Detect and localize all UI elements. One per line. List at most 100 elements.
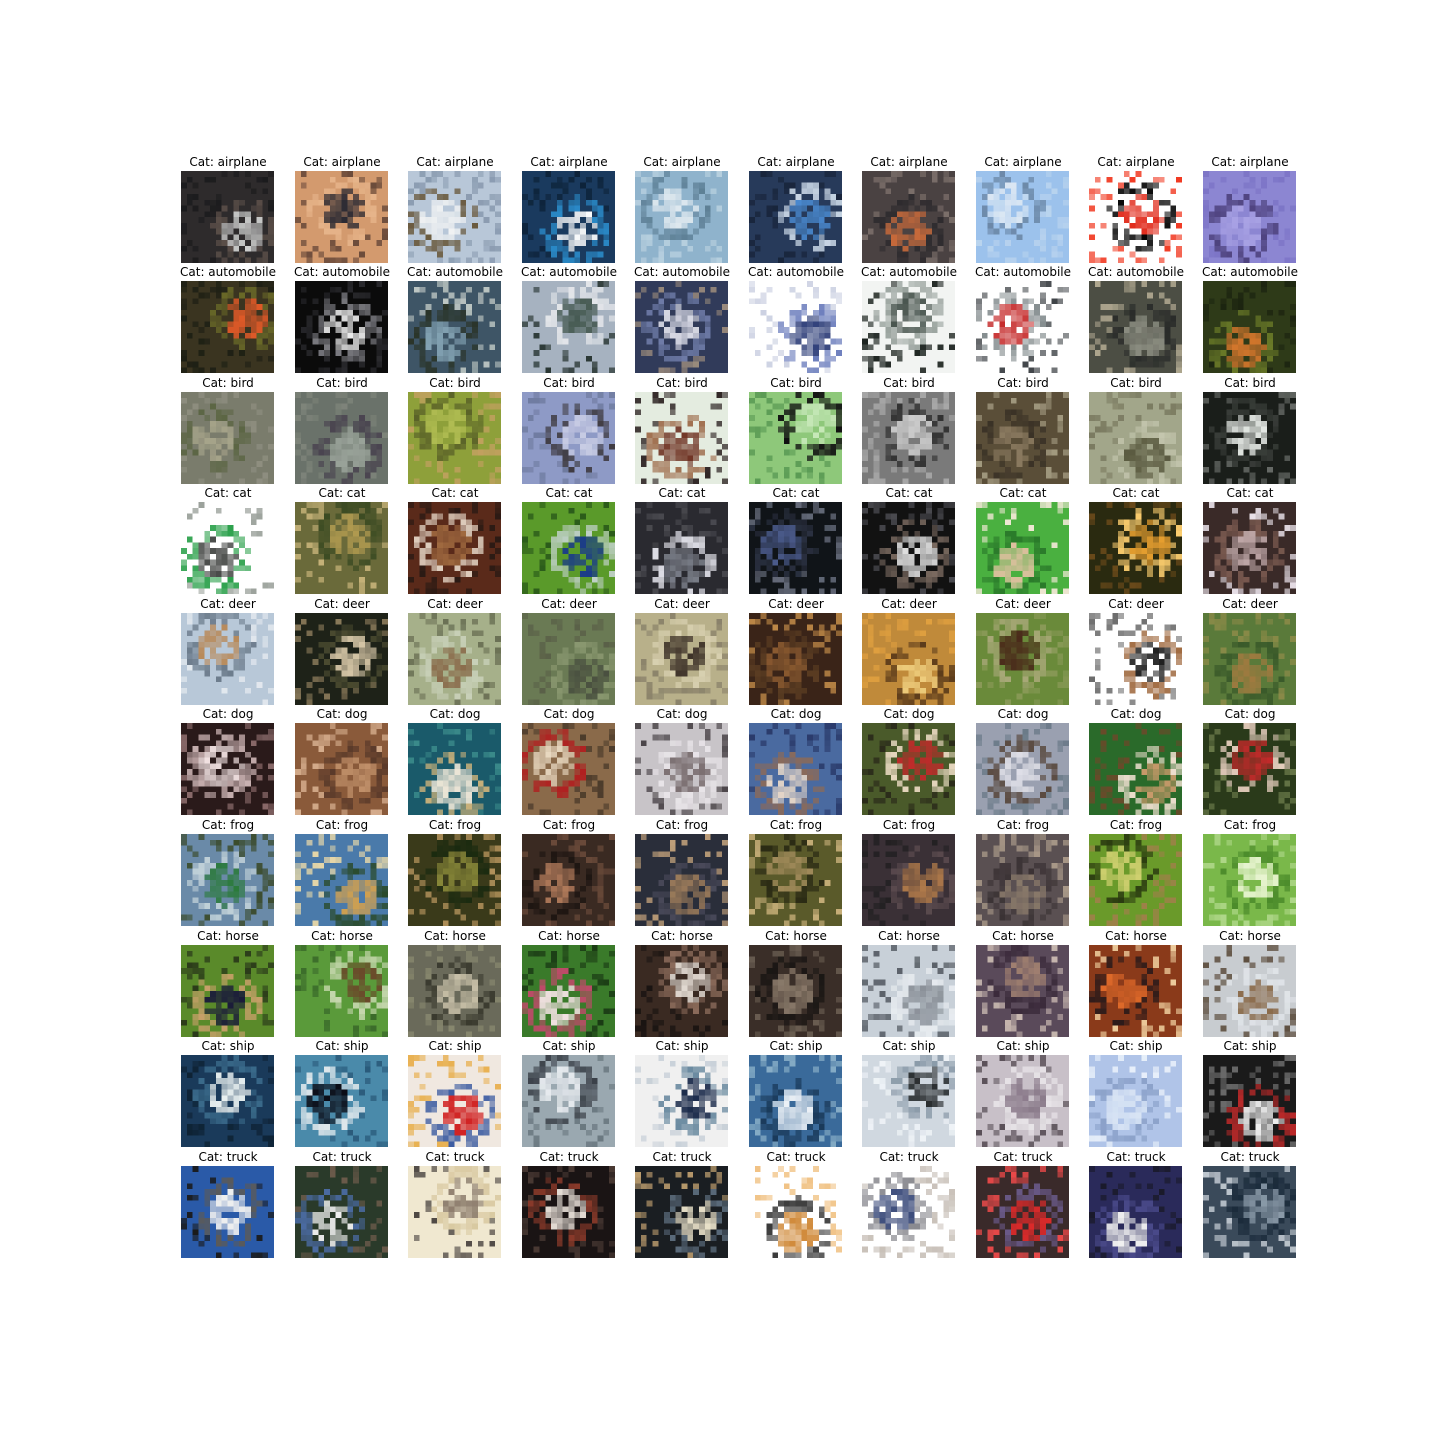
sample-label: Cat: truck <box>1106 1150 1166 1164</box>
sample-cell: Cat: airplane <box>285 155 399 265</box>
sample-cell: Cat: deer <box>512 597 626 707</box>
sample-cell: Cat: ship <box>285 1039 399 1149</box>
sample-cell: Cat: horse <box>285 929 399 1039</box>
sample-cell: Cat: horse <box>625 929 739 1039</box>
sample-image <box>749 281 842 373</box>
sample-image <box>408 1055 501 1147</box>
sample-image <box>749 945 842 1037</box>
sample-label: Cat: horse <box>197 929 259 943</box>
sample-label: Cat: truck <box>879 1150 939 1164</box>
sample-label: Cat: dog <box>1224 707 1276 721</box>
sample-label: Cat: ship <box>428 1039 482 1053</box>
sample-cell: Cat: horse <box>739 929 853 1039</box>
sample-label: Cat: deer <box>881 597 937 611</box>
sample-label: Cat: deer <box>654 597 710 611</box>
sample-cell: Cat: deer <box>966 597 1080 707</box>
sample-label: Cat: horse <box>878 929 940 943</box>
sample-image <box>522 392 615 484</box>
sample-image <box>976 392 1069 484</box>
sample-image <box>1203 392 1296 484</box>
sample-label: Cat: bird <box>1224 376 1276 390</box>
sample-image <box>1203 945 1296 1037</box>
sample-image <box>862 945 955 1037</box>
sample-image <box>862 171 955 263</box>
sample-cell: Cat: airplane <box>171 155 285 265</box>
sample-label: Cat: cat <box>1112 486 1160 500</box>
sample-image <box>408 171 501 263</box>
sample-image <box>408 392 501 484</box>
sample-image <box>522 723 615 815</box>
sample-image <box>635 281 728 373</box>
sample-cell: Cat: frog <box>1193 818 1307 928</box>
sample-cell: Cat: deer <box>285 597 399 707</box>
sample-label: Cat: automobile <box>1202 265 1298 279</box>
sample-image <box>862 502 955 594</box>
sample-cell: Cat: truck <box>512 1150 626 1260</box>
sample-label: Cat: frog <box>655 818 709 832</box>
sample-label: Cat: automobile <box>634 265 730 279</box>
sample-label: Cat: cat <box>431 486 479 500</box>
sample-cell: Cat: horse <box>398 929 512 1039</box>
sample-image <box>635 171 728 263</box>
sample-cell: Cat: cat <box>1193 486 1307 596</box>
sample-image <box>862 723 955 815</box>
sample-label: Cat: cat <box>318 486 366 500</box>
sample-label: Cat: bird <box>429 376 481 390</box>
sample-cell: Cat: airplane <box>739 155 853 265</box>
sample-label: Cat: airplane <box>984 155 1062 169</box>
sample-cell: Cat: automobile <box>1079 265 1193 375</box>
sample-cell: Cat: truck <box>852 1150 966 1260</box>
sample-image <box>635 1166 728 1258</box>
sample-label: Cat: deer <box>1108 597 1164 611</box>
sample-image <box>635 392 728 484</box>
sample-label: Cat: dog <box>429 707 481 721</box>
sample-cell: Cat: cat <box>171 486 285 596</box>
sample-cell: Cat: truck <box>625 1150 739 1260</box>
sample-label: Cat: airplane <box>416 155 494 169</box>
sample-cell: Cat: dog <box>512 707 626 817</box>
sample-cell: Cat: dog <box>171 707 285 817</box>
sample-cell: Cat: truck <box>171 1150 285 1260</box>
sample-image <box>1203 723 1296 815</box>
sample-cell: Cat: bird <box>966 376 1080 486</box>
sample-label: Cat: frog <box>201 818 255 832</box>
sample-image <box>976 171 1069 263</box>
sample-image <box>522 281 615 373</box>
sample-image <box>749 502 842 594</box>
sample-cell: Cat: airplane <box>852 155 966 265</box>
sample-image <box>862 834 955 926</box>
sample-label: Cat: horse <box>651 929 713 943</box>
sample-image <box>749 392 842 484</box>
sample-label: Cat: horse <box>538 929 600 943</box>
sample-image <box>1089 281 1182 373</box>
sample-image <box>749 1166 842 1258</box>
sample-cell: Cat: deer <box>739 597 853 707</box>
sample-label: Cat: truck <box>539 1150 599 1164</box>
sample-image <box>635 723 728 815</box>
sample-cell: Cat: dog <box>398 707 512 817</box>
sample-label: Cat: ship <box>315 1039 369 1053</box>
sample-cell: Cat: bird <box>1079 376 1193 486</box>
sample-cell: Cat: ship <box>398 1039 512 1149</box>
sample-image <box>408 723 501 815</box>
sample-image <box>181 1055 274 1147</box>
sample-image <box>976 945 1069 1037</box>
sample-label: Cat: deer <box>200 597 256 611</box>
sample-label: Cat: bird <box>770 376 822 390</box>
sample-label: Cat: deer <box>995 597 1051 611</box>
sample-cell: Cat: automobile <box>739 265 853 375</box>
sample-image <box>522 613 615 705</box>
sample-label: Cat: ship <box>996 1039 1050 1053</box>
sample-image <box>181 945 274 1037</box>
sample-cell: Cat: bird <box>512 376 626 486</box>
sample-cell: Cat: truck <box>739 1150 853 1260</box>
sample-label: Cat: frog <box>996 818 1050 832</box>
sample-image <box>1203 834 1296 926</box>
sample-image <box>1203 281 1296 373</box>
sample-cell: Cat: horse <box>512 929 626 1039</box>
sample-image <box>749 834 842 926</box>
sample-image <box>635 834 728 926</box>
sample-image <box>408 834 501 926</box>
sample-cell: Cat: automobile <box>285 265 399 375</box>
sample-label: Cat: automobile <box>861 265 957 279</box>
